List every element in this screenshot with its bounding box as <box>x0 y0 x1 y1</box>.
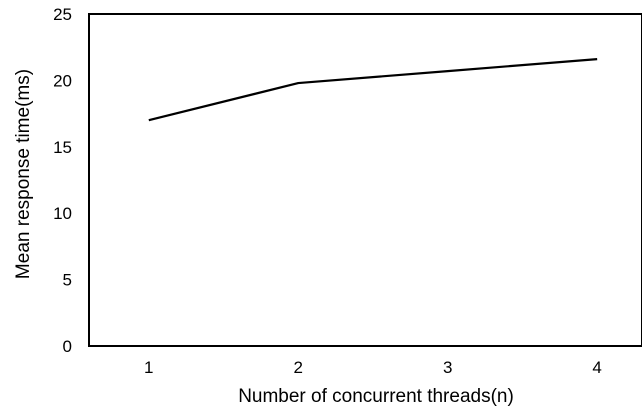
x-tick-labels: 1 2 3 4 <box>144 358 602 377</box>
x-tick-label: 2 <box>294 358 303 377</box>
y-tick-label: 0 <box>63 337 72 356</box>
y-tick-labels: 0 5 10 15 20 25 <box>53 5 72 356</box>
y-tick-label: 5 <box>63 271 72 290</box>
y-axis-title: Mean response time(ms) <box>13 69 34 279</box>
y-tick-label: 25 <box>53 5 72 24</box>
x-tick-label: 4 <box>592 358 601 377</box>
y-tick-label: 15 <box>53 138 72 157</box>
y-tick-label: 20 <box>53 71 72 90</box>
y-tick-label: 10 <box>53 204 72 223</box>
series-line <box>148 58 598 122</box>
x-axis-title: Number of concurrent threads(n) <box>238 386 514 407</box>
x-tick-label: 3 <box>443 358 452 377</box>
series-layer <box>148 58 598 122</box>
x-tick-label: 1 <box>144 358 153 377</box>
plot-frame <box>88 13 642 347</box>
